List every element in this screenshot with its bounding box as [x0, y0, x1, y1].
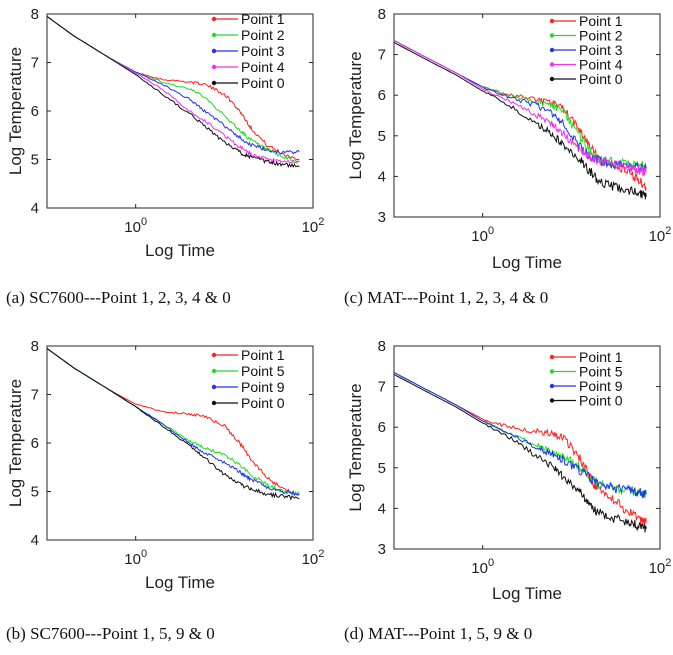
legend-label: Point 1 [579, 13, 623, 29]
y-axis-label: Log Temperature [346, 383, 365, 511]
legend-label: Point 2 [241, 27, 285, 43]
legend-label: Point 1 [579, 349, 623, 365]
legend-marker [549, 369, 555, 374]
legend-marker [549, 76, 555, 82]
legend-marker [211, 16, 217, 22]
y-tick-label: 5 [31, 152, 39, 169]
legend-label: Point 1 [241, 347, 285, 363]
y-tick-label: 7 [378, 47, 386, 64]
y-tick-label: 8 [31, 6, 39, 23]
legend-label: Point 1 [241, 11, 285, 27]
legend-marker [211, 400, 217, 406]
y-tick-label: 3 [378, 541, 386, 558]
x-tick-label: 100 [124, 548, 147, 568]
series-line-point-0 [393, 41, 647, 200]
legend-marker [549, 398, 555, 403]
series-line-point-9 [393, 371, 647, 499]
y-tick-label: 4 [378, 500, 386, 517]
series-line-point-0 [46, 347, 300, 501]
legend-marker [549, 18, 555, 24]
chart-panel-a: 4 5 6 7 8 100 102 Log Time Log Temperature Point … [0, 0, 336, 327]
y-tick-label: 5 [31, 484, 39, 501]
x-tick-label: 100 [471, 225, 494, 245]
y-tick-label: 6 [31, 103, 39, 120]
y-axis-label: Log Temperature [6, 379, 25, 507]
series-line-point-4 [393, 39, 647, 177]
chart-caption-b: (b) SC7600---Point 1, 5, 9 & 0 [6, 624, 215, 643]
legend-marker [549, 354, 555, 360]
plot-frame [393, 13, 661, 218]
y-tick-label: 3 [378, 209, 386, 226]
legend-marker [549, 33, 555, 38]
y-tick-label: 6 [378, 419, 386, 436]
chart-b-svg: 4 5 6 7 8 100 102 Log Time Log Temperature Point … [6, 338, 325, 592]
x-axis-label: Log Time [145, 573, 215, 592]
legend-marker [549, 47, 555, 53]
legend-marker [211, 64, 217, 70]
legend-label: Point 5 [241, 363, 285, 379]
legend-label: Point 4 [579, 57, 623, 73]
series-line-point-1 [393, 371, 647, 526]
x-axis-label: Log Time [145, 241, 215, 260]
legend-marker [211, 48, 217, 54]
chart-a-svg: 4 5 6 7 8 100 102 Log Time Log Temperature Point … [6, 6, 325, 260]
y-tick-label: 4 [31, 200, 39, 217]
legend-label: Point 0 [579, 393, 623, 409]
chart-caption-a: (a) SC7600---Point 1, 2, 3, 4 & 0 [6, 288, 231, 307]
legend-label: Point 3 [241, 43, 285, 59]
x-tick-label: 100 [471, 557, 494, 577]
chart-c-svg: 3 4 5 6 7 8 100 102 Log Time Log Temperature Point… [346, 6, 672, 272]
legend-marker [549, 62, 555, 67]
plot-frame [393, 345, 661, 550]
series-line-point-0 [46, 15, 300, 169]
y-tick-label: 8 [378, 6, 386, 23]
legend-label: Point 0 [579, 71, 623, 87]
legend-label: Point 0 [241, 75, 285, 91]
legend-label: Point 4 [241, 59, 285, 75]
y-tick-label: 5 [378, 460, 386, 477]
legend-marker [211, 368, 217, 374]
y-tick-label: 7 [31, 55, 39, 72]
chart-caption-c: (c) MAT---Point 1, 2, 3, 4 & 0 [344, 288, 549, 307]
chart-panel-d: 3 4 5 6 7 8 100 102 Log Time Log Temperature Point… [336, 327, 672, 654]
chart-panel-b: 4 5 6 7 8 100 102 Log Time Log Temperature Point … [0, 327, 336, 654]
chart-d-svg: 3 4 5 6 7 8 100 102 Log Time Log Temperature Point… [346, 338, 672, 603]
series-line-point-0 [393, 373, 647, 533]
chart-panel-c: 3 4 5 6 7 8 100 102 Log Time Log Temperature Point… [336, 0, 672, 327]
y-axis-label: Log Temperature [6, 47, 25, 175]
x-axis-label: Log Time [492, 584, 562, 603]
x-tick-label: 100 [124, 216, 147, 236]
chart-caption-d: (d) MAT---Point 1, 5, 9 & 0 [344, 624, 533, 643]
x-tick-label: 102 [649, 225, 672, 245]
y-axis-label: Log Temperature [346, 51, 365, 179]
y-tick-label: 6 [31, 435, 39, 452]
y-tick-label: 8 [31, 338, 39, 355]
legend-marker [211, 80, 217, 86]
legend-label: Point 0 [241, 395, 285, 411]
legend-marker [549, 383, 555, 389]
legend-marker [211, 384, 217, 390]
y-tick-label: 6 [378, 87, 386, 104]
y-tick-label: 7 [378, 379, 386, 396]
y-tick-label: 4 [31, 532, 39, 549]
series-line-point-3 [393, 39, 647, 173]
legend-label: Point 3 [579, 42, 623, 58]
y-tick-label: 7 [31, 387, 39, 404]
legend-marker [211, 352, 217, 358]
y-tick-label: 4 [378, 168, 386, 185]
y-tick-label: 5 [378, 128, 386, 145]
legend-label: Point 9 [579, 378, 623, 394]
x-axis-label: Log Time [492, 253, 562, 272]
legend-label: Point 2 [579, 28, 623, 44]
x-tick-label: 102 [649, 557, 672, 577]
legend-marker [211, 32, 217, 38]
y-tick-label: 8 [378, 338, 386, 355]
legend-label: Point 9 [241, 379, 285, 395]
legend-label: Point 5 [579, 364, 623, 380]
x-tick-label: 102 [302, 216, 325, 236]
x-tick-label: 102 [302, 548, 325, 568]
